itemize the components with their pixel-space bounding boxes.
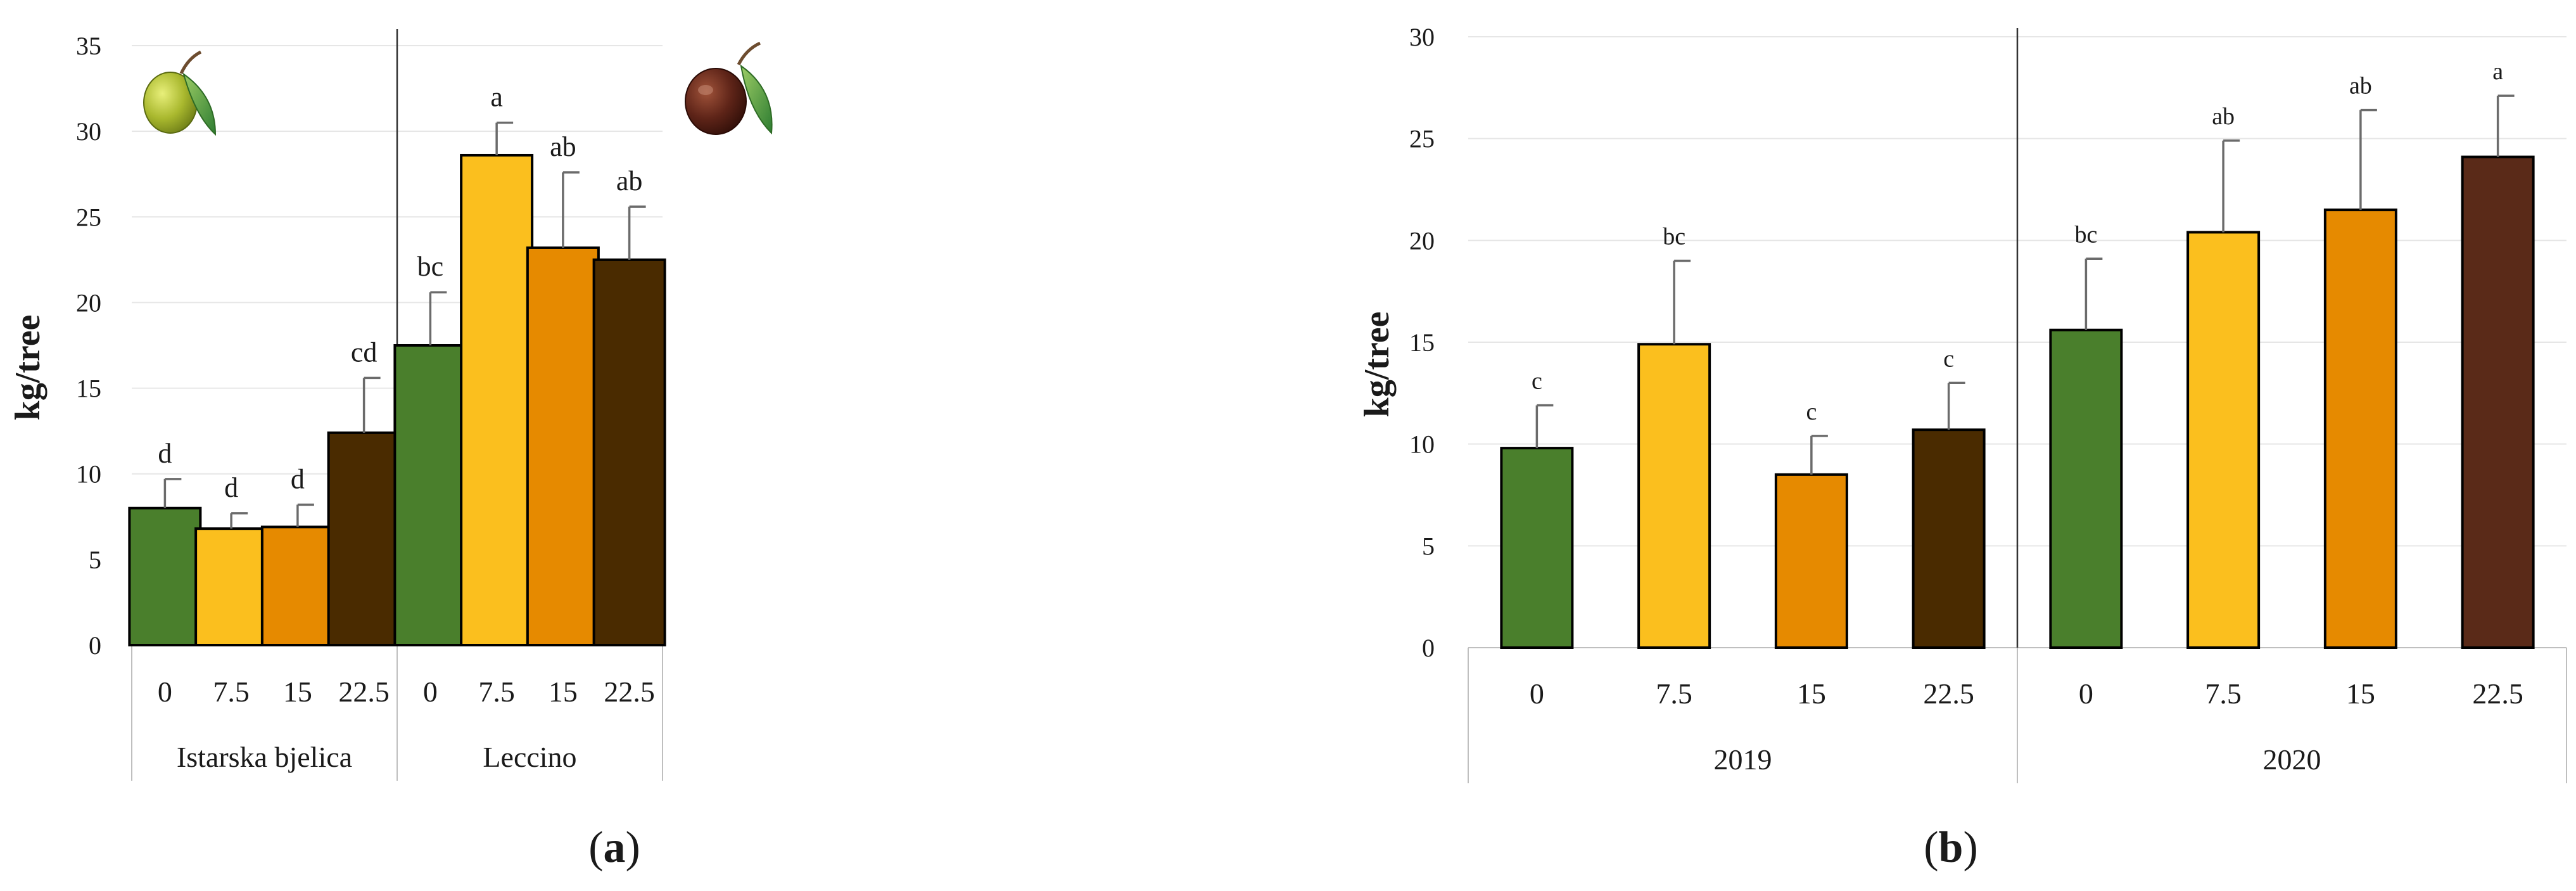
bar <box>393 344 467 646</box>
y-tick-label: 0 <box>89 631 101 660</box>
significance-letter: ab <box>616 165 643 196</box>
y-tick-label: 15 <box>1409 328 1435 357</box>
x-category-label: 0 <box>158 676 172 708</box>
y-axis-label: kg/tree <box>8 315 48 421</box>
y-tick-label: 30 <box>76 117 101 146</box>
x-category-labels: 0 7.5 15 22.5 0 7.5 15 22.5 <box>158 676 655 708</box>
x-category-labels: 0 7.5 15 22.5 0 7.5 15 22.5 <box>1530 677 2523 710</box>
significance-letter: a <box>490 82 503 113</box>
bar <box>2323 208 2397 649</box>
bar <box>1637 343 1711 649</box>
group-label-istarska-bjelica: Istarska bjelica <box>177 741 352 773</box>
x-category-label: 0 <box>423 676 438 708</box>
y-tick-label: 5 <box>89 546 101 574</box>
significance-letter: bc <box>2074 221 2097 248</box>
significance-letter: bc <box>417 251 444 282</box>
significance-letter: a <box>2492 58 2503 85</box>
bar <box>2049 328 2123 649</box>
bar <box>2461 155 2535 649</box>
y-tick-label: 10 <box>76 460 101 489</box>
black-olive-icon <box>685 41 773 135</box>
significance-letter: ab <box>2349 73 2372 99</box>
bar-series: d d d cd bc a ab ab <box>128 82 666 647</box>
significance-letter: c <box>1806 399 1817 425</box>
bar-series: c bc c c bc ab ab a <box>1500 58 2535 650</box>
y-tick-label: 20 <box>76 288 101 317</box>
significance-letter: c <box>1532 368 1542 395</box>
significance-letter: ab <box>550 131 576 162</box>
caption-close: ) <box>1963 823 1977 872</box>
y-tick-label: 20 <box>1409 226 1435 255</box>
y-tick-labels: 0 5 10 15 20 25 30 <box>1409 23 1435 662</box>
significance-letter: cd <box>351 337 378 368</box>
significance-letter: d <box>224 472 238 503</box>
bar <box>526 246 600 646</box>
significance-letter: ab <box>2212 103 2235 130</box>
x-category-label: 0 <box>1530 677 1544 710</box>
bar <box>1912 428 1986 649</box>
bar <box>1774 473 1848 649</box>
caption-open: ( <box>588 823 603 872</box>
significance-letter: bc <box>1663 223 1685 250</box>
caption-b: (b) <box>1924 823 1978 872</box>
gridlines <box>131 29 663 781</box>
significance-letter: d <box>291 463 305 494</box>
bar <box>260 525 334 647</box>
bar <box>2186 231 2261 650</box>
x-category-label: 15 <box>1797 677 1826 710</box>
bar <box>128 506 202 646</box>
x-category-label: 22.5 <box>1923 677 1974 710</box>
x-category-label: 22.5 <box>338 676 390 708</box>
caption-close: ) <box>626 823 640 872</box>
x-category-label: 7.5 <box>1656 677 1692 710</box>
bar <box>460 153 534 647</box>
x-category-label: 15 <box>2346 677 2375 710</box>
group-label-2020: 2020 <box>2263 743 2321 776</box>
bar <box>194 527 269 646</box>
bar <box>592 258 666 647</box>
x-category-label: 22.5 <box>2472 677 2523 710</box>
group-label-leccino: Leccino <box>483 741 576 773</box>
chart-panel-a: d d d cd bc a ab ab 0 5 10 15 20 25 30 35 0 7.5 15 22.5 0 7… <box>8 29 773 872</box>
x-category-label: 15 <box>283 676 312 708</box>
green-olive-icon <box>143 50 217 136</box>
y-tick-label: 35 <box>76 32 101 60</box>
y-axis-label: kg/tree <box>1357 312 1397 418</box>
y-tick-label: 15 <box>76 375 101 403</box>
x-category-label: 7.5 <box>2205 677 2242 710</box>
x-category-label: 0 <box>2079 677 2093 710</box>
y-tick-label: 5 <box>1422 532 1435 560</box>
caption-letter: a <box>604 823 626 872</box>
significance-letter: d <box>158 438 172 469</box>
y-tick-labels: 0 5 10 15 20 25 30 35 <box>76 32 101 660</box>
y-tick-label: 25 <box>1409 125 1435 153</box>
y-tick-label: 30 <box>1409 23 1435 51</box>
x-category-label: 7.5 <box>478 676 515 708</box>
significance-letter: c <box>1943 345 1954 372</box>
y-tick-label: 10 <box>1409 430 1435 459</box>
bar <box>327 431 401 646</box>
gridlines <box>1468 28 2567 783</box>
chart-panel-b: c bc c c bc ab ab a 0 5 10 15 20 25 30 0 7.5 15 22.5 0 7.5… <box>1357 23 2567 872</box>
bar <box>1500 447 1574 649</box>
caption-open: ( <box>1924 823 1938 872</box>
x-category-label: 22.5 <box>604 676 655 708</box>
x-category-label: 7.5 <box>213 676 250 708</box>
y-tick-label: 0 <box>1422 634 1435 662</box>
x-category-label: 15 <box>549 676 578 708</box>
caption-a: (a) <box>588 823 640 872</box>
y-tick-label: 25 <box>76 203 101 231</box>
group-label-2019: 2019 <box>1714 743 1772 776</box>
caption-letter: b <box>1939 823 1964 872</box>
